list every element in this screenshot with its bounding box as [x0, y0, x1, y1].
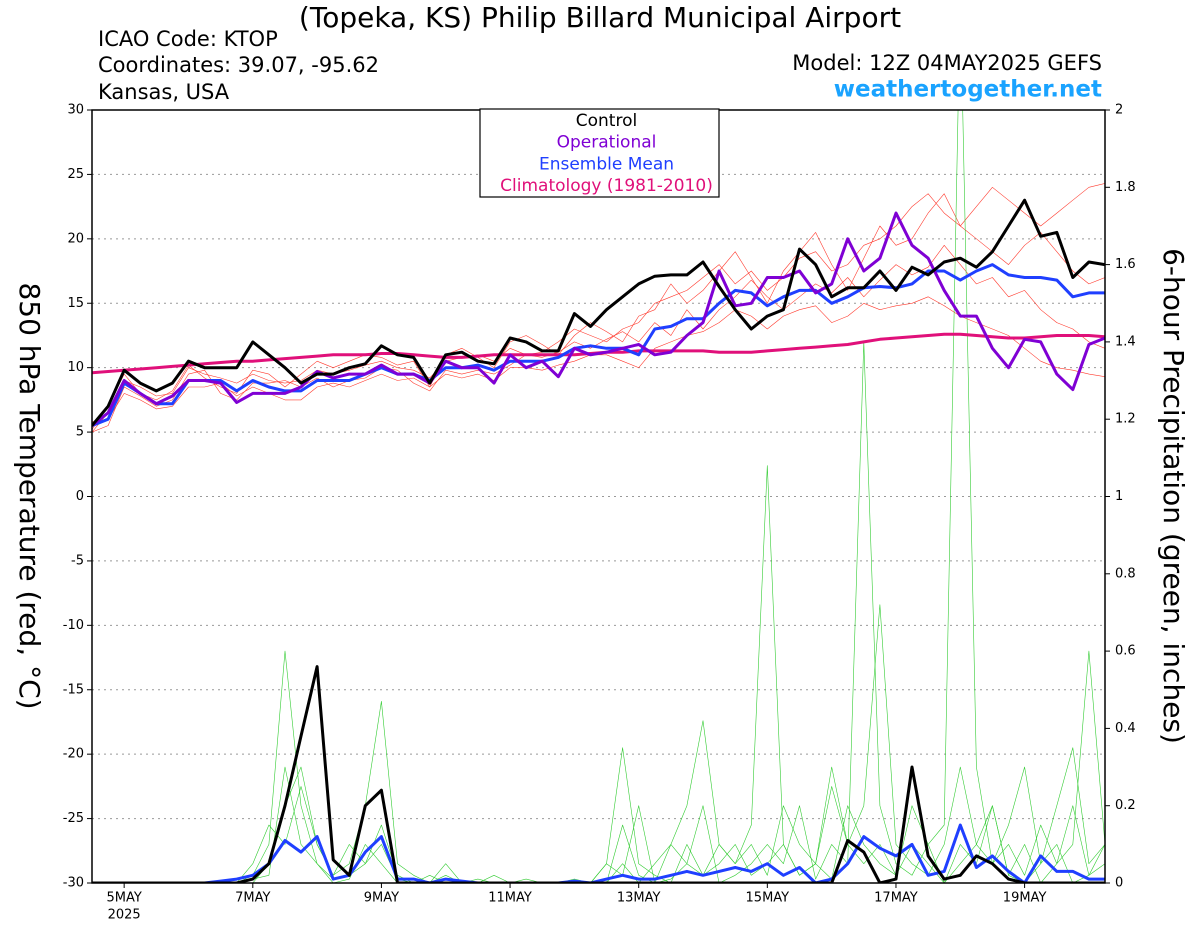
info-text: ICAO Code: KTOP: [98, 27, 278, 51]
y2-tick-label: 1.4: [1115, 334, 1136, 349]
y-tick-label: -25: [63, 811, 84, 826]
y2-tick-label: 1.8: [1115, 180, 1136, 195]
chart-title: (Topeka, KS) Philip Billard Municipal Ai…: [299, 1, 901, 34]
y2-tick-label: 0: [1115, 876, 1123, 891]
legend-entry: Climatology (1981-2010): [500, 176, 713, 196]
site-text: weathertogether.net: [834, 77, 1102, 103]
y-tick-label: -30: [63, 876, 84, 891]
axes: -30-25-20-15-10-505101520253000.20.40.60…: [63, 103, 1136, 923]
y-tick-label: -10: [63, 618, 84, 633]
legend-box: [479, 108, 720, 198]
data-line: [92, 198, 1105, 427]
legend-entry: Control: [576, 111, 637, 131]
y-tick-label: 0: [76, 489, 84, 504]
year-label: 2025: [108, 908, 141, 923]
y2-tick-label: 1.6: [1115, 257, 1136, 272]
y-tick-label: -5: [71, 553, 84, 568]
data-line: [92, 211, 1105, 427]
y-tick-label: -20: [63, 747, 84, 762]
y2-tick-label: 1.2: [1115, 412, 1136, 427]
x-tick-label: 5MAY: [107, 891, 142, 906]
info-text: Kansas, USA: [98, 80, 230, 104]
model-text: Model: 12Z 04MAY2025 GEFS: [792, 51, 1102, 75]
y-tick-label: 30: [67, 103, 84, 118]
y-tick-label: 15: [67, 296, 84, 311]
y-tick-label: -15: [63, 682, 84, 697]
y2-tick-label: 0.2: [1115, 798, 1136, 813]
legend-entry: Operational: [557, 133, 657, 153]
y2-axis-label: 6-hour Precipitation (green, inches): [1157, 248, 1190, 744]
x-tick-label: 13MAY: [617, 891, 661, 906]
x-tick-label: 15MAY: [746, 891, 790, 906]
x-tick-label: 9MAY: [364, 891, 399, 906]
y-tick-label: 5: [76, 425, 84, 440]
y-tick-label: 20: [67, 231, 84, 246]
y2-tick-label: 1: [1115, 489, 1123, 504]
data-line: [92, 665, 1105, 883]
y2-tick-label: 0.8: [1115, 566, 1136, 581]
x-tick-label: 11MAY: [488, 891, 532, 906]
y-axis-label: 850 hPa Temperature (red, °C): [13, 282, 46, 709]
legend-entry: Ensemble Mean: [539, 154, 674, 174]
plot-lines: [92, 110, 1105, 883]
data-line: [92, 110, 1105, 883]
y-tick-label: 10: [67, 360, 84, 375]
y2-tick-label: 0.4: [1115, 721, 1136, 736]
data-line: [92, 604, 1105, 883]
data-line: [92, 193, 1105, 430]
info-text: Coordinates: 39.07, -95.62: [98, 53, 379, 77]
x-tick-label: 7MAY: [235, 891, 270, 906]
x-tick-label: 19MAY: [1003, 891, 1047, 906]
x-tick-label: 17MAY: [874, 891, 918, 906]
y2-tick-label: 2: [1115, 103, 1123, 118]
y-tick-label: 25: [67, 167, 84, 182]
y2-tick-label: 0.6: [1115, 644, 1136, 659]
